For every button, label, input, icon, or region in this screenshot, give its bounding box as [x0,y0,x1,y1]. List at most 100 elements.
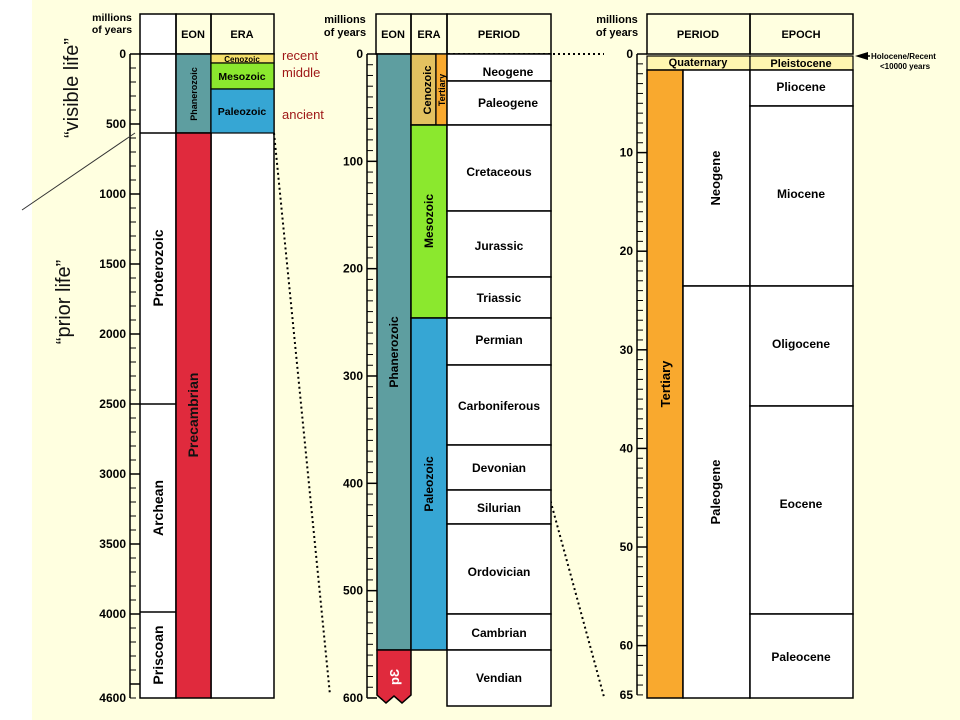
epoch-eocene [749,405,854,615]
epoch-label-oligocene: Oligocene [772,337,830,351]
holocene-arrow-icon [855,52,868,60]
left-margin-strip [0,0,32,720]
period-label-ordovician: Ordovician [468,565,531,579]
period-neogene [446,53,552,82]
panel1-era-paleozoic [210,88,275,134]
panel2-era-label-cenozoic: Cenozoic [422,66,434,115]
life-divider-line [21,132,136,211]
panel3-axis-header-line2: of years [596,27,638,39]
panel1-era-label-paleozoic: Paleozoic [218,106,267,118]
period-label-cretaceous: Cretaceous [466,165,532,179]
panel-phanerozoic: millions of years EON ERA PERIOD Phanero… [324,13,552,707]
panel1-eon-label-phanerozoic: Phanerozoic [189,67,199,121]
panel1-axis: 0 500 1000 1500 2000 2500 3000 3500 4000 4600 [99,47,140,705]
holocene-note-line2: <10000 years [880,62,931,71]
period-label-devonian: Devonian [472,461,526,475]
period-vendian [446,649,552,707]
panel2-tick-label: 0 [356,47,363,61]
panel2-subera-label-tertiary: Tertiary [437,74,447,106]
panel1-eon-phanerozoic [175,53,212,134]
period-devonian [446,444,552,491]
panel1-era-column [210,53,275,699]
epoch-label-pleistocene: Pleistocene [770,58,831,70]
panel3-label-paleogene: Paleogene [708,459,723,524]
panel3-tick-label: 50 [620,540,634,554]
panel1-eon-header: EON [181,29,205,41]
era-annotations: recent middle ancient [282,48,324,122]
epoch-miocene [749,105,854,287]
panel1-chrono-label-proterozoic: Proterozoic [150,229,166,306]
panel1-axis-header-line2: of years [92,24,132,36]
panel2-eon-label-precambrian: pԐ [387,669,402,685]
visible-life-label: “visible life” [61,38,83,138]
panel3-label-neogene: Neogene [708,151,723,206]
era-note-recent: recent [282,48,319,63]
panel1-tick-label: 500 [106,117,126,131]
panel1-tick-label: 3000 [99,467,126,481]
panel2-eon-precambrian [376,649,412,704]
period-permian [446,317,552,366]
panel3-epoch-header-cell [749,13,854,55]
panel2-era-cenozoic [410,53,437,126]
panel1-tick-label: 0 [119,47,126,61]
panel3-subperiod-neogene [682,69,751,287]
panel2-era-label-paleozoic: Paleozoic [422,456,436,512]
epoch-label-eocene: Eocene [780,497,823,511]
period-label-silurian: Silurian [477,501,521,515]
period-paleogene [446,80,552,126]
panel1-chrono-header-cell [139,13,177,55]
panel2-tick-label: 500 [343,584,363,598]
panel2-axis-header-line2: of years [324,27,366,39]
panel2-tick-label: 300 [343,369,363,383]
panel3-tick-label: 10 [620,146,634,160]
panel1-tick-label: 1500 [99,257,126,271]
panel2-eon-label-phanerozoic: Phanerozoic [387,316,401,388]
panel2-axis-header-line1: millions [324,14,366,26]
panel1-era-label-cenozoic: Cenozoic [224,55,260,64]
period-label-triassic: Triassic [477,291,522,305]
epoch-label-miocene: Miocene [777,187,825,201]
period-cretaceous [446,124,552,212]
panel1-axis-header-line1: millions [92,12,132,24]
panel2-tick-label: 400 [343,476,363,490]
period-label-carboniferous: Carboniferous [458,399,540,413]
period-label-jurassic: Jurassic [475,239,524,253]
panel3-tick-label: 20 [620,244,634,258]
panel1-chrono-label-priscoan: Priscoan [150,625,166,684]
panel1-era-header: ERA [230,29,253,41]
panel1-era-label-mesozoic: Mesozoic [218,71,265,83]
panel1-tick-label: 4600 [99,691,126,705]
period-label-vendian: Vendian [476,671,522,685]
era-note-middle: middle [282,65,320,80]
panel2-eon-phanerozoic [376,53,412,651]
panel1-tick-label: 2500 [99,397,126,411]
period-triassic [446,276,552,319]
panel2-axis: 0 100 200 300 400 500 600 [343,47,377,705]
panel3-tick-label: 0 [626,47,633,61]
panel1-eon-label-precambrian: Precambrian [185,373,201,458]
panel3-period-header: PERIOD [677,29,719,41]
panel3-label-tertiary: Tertiary [658,360,673,407]
panel3-tick-label: 65 [620,688,634,702]
panel2-tick-label: 200 [343,262,363,276]
zoom-connector-1 [273,132,331,696]
epoch-pliocene [749,69,854,107]
panel2-period-header: PERIOD [478,29,520,41]
panel2-eon-header: EON [381,29,405,41]
panel2-period-column: Neogene Paleogene Cretaceous Jurassic Tr… [446,53,552,707]
panel2-era-label-mesozoic: Mesozoic [422,194,436,248]
period-label-permian: Permian [475,333,522,347]
period-label-cambrian: Cambrian [471,626,526,640]
panel1-tick-label: 4000 [99,607,126,621]
panel1-eon-precambrian [175,132,212,699]
period-ordovician [446,523,552,615]
panel3-axis-header-line1: millions [596,14,638,26]
holocene-note-line1: Holocene/Recent [871,52,936,61]
panel-cenozoic: millions of years PERIOD EPOCH Quaternar… [596,13,936,702]
era-note-ancient: ancient [282,107,324,122]
epoch-paleocene [749,613,854,699]
panel3-tick-label: 60 [620,639,634,653]
panel-full-history: millions of years Chrono- metric Eons EO… [92,12,275,705]
period-jurassic [446,210,552,278]
